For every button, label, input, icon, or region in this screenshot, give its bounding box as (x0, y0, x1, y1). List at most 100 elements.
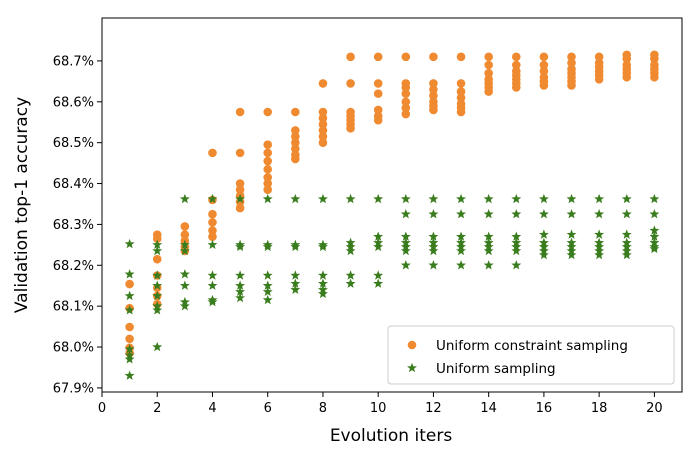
data-point-star (400, 260, 411, 270)
data-point-circle (650, 72, 659, 82)
data-point-circle (539, 52, 549, 62)
y-tick-label: 68.7% (53, 54, 94, 69)
data-point-circle (291, 107, 300, 117)
data-point-circle (594, 52, 604, 62)
data-point-circle (180, 222, 190, 231)
data-point-circle (484, 87, 493, 96)
data-point-star (621, 209, 632, 219)
data-point-circle (456, 79, 466, 88)
y-axis-label: Validation top-1 accuracy (12, 97, 32, 313)
data-point-star (345, 270, 356, 280)
data-point-star (456, 260, 466, 270)
data-point-star (179, 193, 190, 204)
data-point-circle (235, 203, 245, 213)
x-tick-label: 14 (480, 401, 497, 416)
data-point-circle (125, 334, 134, 344)
data-point-circle (263, 107, 273, 117)
data-point-circle (291, 132, 300, 141)
data-point-star (124, 269, 135, 279)
data-point-circle (318, 107, 328, 117)
data-point-circle (511, 83, 521, 92)
data-point-star (152, 305, 163, 315)
data-point-star (566, 249, 577, 260)
data-point-star (235, 292, 246, 303)
data-point-star (179, 300, 190, 311)
data-point-star (152, 239, 163, 250)
data-point-circle (208, 232, 217, 241)
data-point-star (428, 260, 439, 270)
data-point-circle (235, 197, 245, 207)
data-point-star (400, 231, 411, 241)
data-point-star (483, 231, 494, 241)
data-point-star (290, 284, 301, 295)
data-point-circle (263, 164, 273, 174)
plot-frame (101, 17, 683, 393)
data-point-circle (373, 115, 383, 125)
data-point-circle (152, 254, 162, 264)
legend-marker (407, 362, 417, 373)
data-point-circle (291, 126, 300, 135)
data-point-star (345, 278, 356, 288)
series-uniform-sampling (124, 193, 660, 380)
data-point-star (566, 229, 577, 239)
data-point-circle (456, 87, 466, 96)
data-point-star (124, 343, 135, 354)
data-point-circle (484, 60, 493, 70)
legend-marker (407, 340, 417, 350)
data-point-circle (622, 72, 632, 82)
data-point-circle (291, 154, 300, 164)
data-point-circle (456, 52, 466, 62)
data-point-circle (208, 226, 217, 235)
x-tick-label: 10 (370, 401, 387, 416)
data-point-circle (511, 52, 521, 62)
data-point-circle (263, 185, 273, 194)
data-point-star (428, 209, 439, 219)
data-point-circle (429, 91, 438, 100)
data-point-star (318, 270, 328, 280)
data-point-star (318, 288, 328, 299)
data-point-circle (456, 107, 466, 117)
data-point-circle (567, 58, 576, 68)
data-point-star (152, 270, 163, 280)
data-point-star (290, 270, 301, 280)
data-point-star (345, 245, 356, 256)
data-point-circle (346, 79, 355, 88)
data-point-star (262, 294, 273, 305)
data-point-star (456, 245, 466, 256)
data-point-circle (429, 85, 438, 94)
data-point-star (483, 209, 494, 219)
data-point-star (649, 225, 660, 235)
x-tick-label: 8 (319, 401, 327, 416)
data-point-star (373, 241, 384, 252)
data-point-circle (235, 148, 245, 158)
legend: Uniform constraint sampling Uniform sampl… (387, 325, 675, 385)
y-tick-label: 68.4% (53, 177, 94, 192)
x-tick-label: 18 (591, 401, 608, 416)
data-point-star (456, 209, 466, 219)
data-point-circle (373, 89, 383, 98)
data-point-star (290, 193, 301, 204)
data-point-star (235, 193, 246, 204)
data-point-star (594, 229, 605, 239)
data-point-star (290, 278, 301, 288)
data-point-star (318, 278, 328, 288)
y-axis-ticks: 67.9% 68.0% 68.1% 68.2% 68.3% 68.4% 68.5% 68.6%… (53, 54, 102, 396)
data-point-star (428, 245, 439, 256)
x-tick-label: 6 (264, 401, 272, 416)
data-point-star (621, 229, 632, 239)
data-point-star (262, 286, 273, 297)
data-point-star (179, 239, 190, 250)
series-uniform-constraint-sampling (125, 50, 659, 358)
data-point-circle (318, 138, 328, 147)
data-point-circle (373, 52, 383, 62)
data-point-star (594, 249, 605, 260)
data-point-star (235, 286, 246, 297)
data-point-star (207, 280, 218, 290)
data-point-circle (650, 54, 659, 64)
data-point-star (400, 193, 411, 204)
data-point-star (318, 193, 328, 204)
data-point-star (456, 193, 466, 204)
data-point-star (262, 270, 273, 280)
legend-label: Uniform sampling (436, 361, 556, 377)
